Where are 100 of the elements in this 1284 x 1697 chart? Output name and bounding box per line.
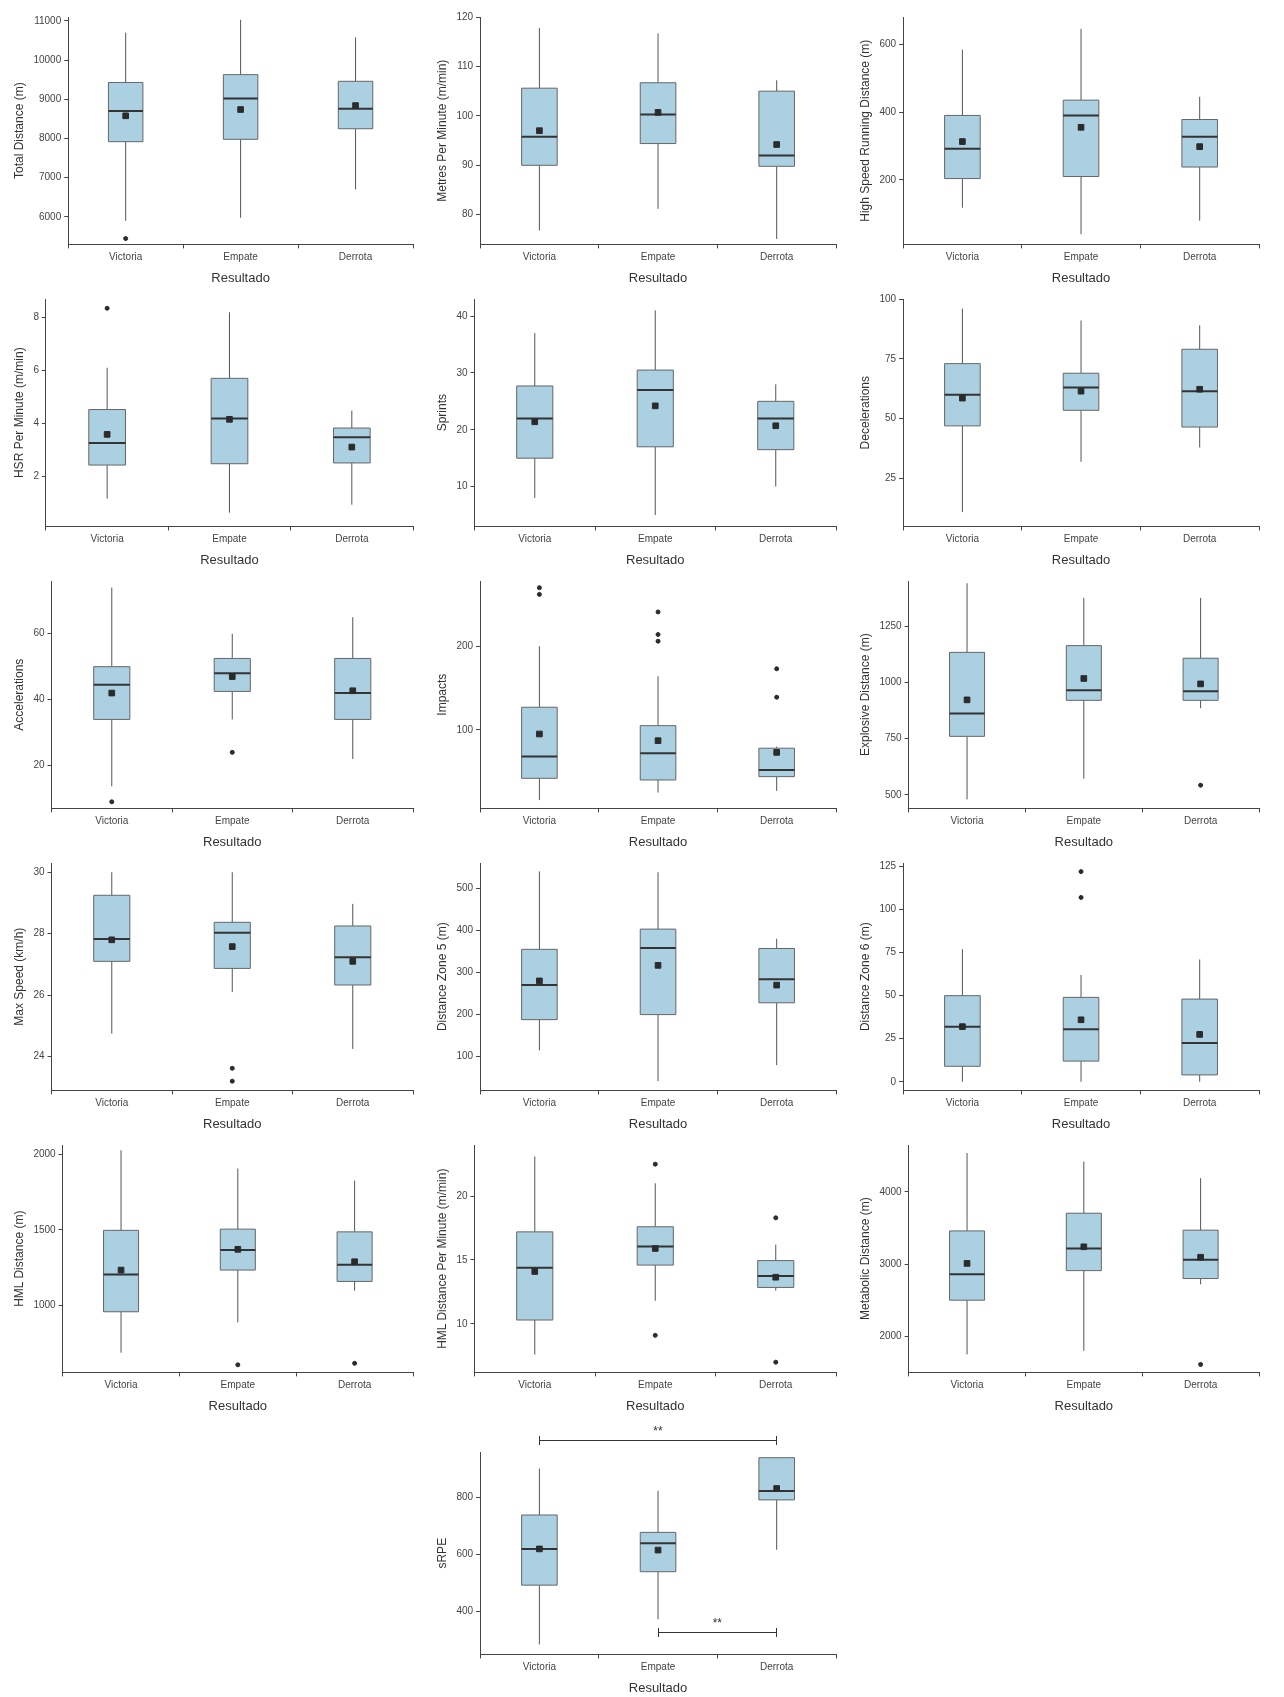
x-tick-label: Victoria <box>518 533 552 545</box>
y-tick-label: 30 <box>33 865 45 877</box>
y-tick-label: 8000 <box>38 132 62 144</box>
y-tick-label: 8 <box>33 311 40 323</box>
x-tick-label: Derrota <box>759 533 793 545</box>
x-tick-label: Empate <box>1066 1379 1102 1391</box>
x-tick-label: Derrota <box>760 1097 794 1109</box>
x-tick-label: Empate <box>223 251 259 263</box>
x-tick-label: Empate <box>640 815 676 827</box>
y-tick-label: 3000 <box>879 1257 903 1269</box>
y-tick-label: 11000 <box>34 14 62 26</box>
y-tick-label: 0 <box>890 1075 897 1087</box>
y-tick-label: 20 <box>456 423 468 435</box>
y-tick-label: 80 <box>461 208 474 220</box>
x-axis-title: Resultado <box>208 1397 268 1413</box>
x-tick-label: Victoria <box>109 251 143 263</box>
x-tick-label: Derrota <box>1183 1379 1218 1391</box>
y-axis-title: Max Speed (km/h) <box>11 927 26 1026</box>
y-axis-title: Distance Zone 6 (m) <box>857 922 872 1032</box>
x-axis-title: Resultado <box>625 551 685 567</box>
x-tick-label: Empate <box>640 1097 676 1109</box>
y-tick-label: 20 <box>456 1189 468 1201</box>
y-axis-title: HSR Per Minute (m/min) <box>11 347 26 479</box>
y-axis-title: Distance Zone 5 (m) <box>434 922 449 1032</box>
x-tick-label: Derrota <box>1183 251 1217 263</box>
y-axis-title: Explosive Distance (m) <box>857 633 872 757</box>
y-tick-label: 2000 <box>879 1330 903 1342</box>
y-tick-label: 10 <box>456 480 468 492</box>
x-tick-label: Empate <box>1063 1097 1099 1109</box>
y-tick-label: 800 <box>456 1491 474 1503</box>
y-tick-label: 4000 <box>879 1185 903 1197</box>
x-tick-label: Empate <box>640 1661 676 1673</box>
x-axis-title: Resultado <box>211 269 270 285</box>
y-axis-title: Metabolic Distance (m) <box>857 1197 872 1321</box>
significance-bracket: ** <box>539 1424 777 1448</box>
y-tick-label: 100 <box>879 903 897 915</box>
y-tick-label: 50 <box>884 989 897 1001</box>
x-tick-label: Victoria <box>104 1379 139 1391</box>
x-tick-label: Derrota <box>338 251 373 263</box>
x-axis-title: Resultado <box>200 551 259 567</box>
annotation: ** <box>711 1616 723 1631</box>
y-tick-label: 100 <box>456 109 474 121</box>
y-axis-title: sRPE <box>434 1537 449 1569</box>
y-tick-label: 75 <box>884 352 897 364</box>
x-tick-label: Victoria <box>522 1661 557 1673</box>
y-tick-label: 1250 <box>879 619 903 631</box>
y-tick-label: 100 <box>456 1050 474 1062</box>
x-tick-label: Derrota <box>336 815 370 827</box>
x-tick-label: Empate <box>212 533 248 545</box>
y-axis-title: Accelerations <box>11 658 26 731</box>
y-tick-label: 28 <box>33 927 45 939</box>
x-tick-label: Empate <box>640 251 676 263</box>
y-tick-label: 110 <box>457 60 474 72</box>
y-tick-label: 600 <box>879 37 897 49</box>
y-tick-label: 200 <box>456 1008 474 1020</box>
y-tick-label: 75 <box>884 946 897 958</box>
y-tick-label: 200 <box>879 173 897 185</box>
y-tick-label: 4 <box>33 417 40 429</box>
x-axis-title: Resultado <box>625 1397 685 1413</box>
x-tick-label: Victoria <box>522 815 557 827</box>
x-tick-label: Derrota <box>1183 815 1218 827</box>
y-tick-label: 15 <box>456 1253 468 1265</box>
x-axis-title: Resultado <box>628 1679 688 1695</box>
y-tick-label: 400 <box>879 105 897 117</box>
x-axis-title: Resultado <box>1051 269 1111 285</box>
x-tick-label: Victoria <box>522 1097 557 1109</box>
x-tick-label: Derrota <box>336 1097 370 1109</box>
y-tick-label: 750 <box>884 732 903 744</box>
y-tick-label: 40 <box>33 693 45 705</box>
x-axis-title: Resultado <box>1054 1397 1114 1413</box>
y-tick-label: 40 <box>456 309 468 321</box>
x-axis-title: Resultado <box>1051 551 1111 567</box>
y-tick-label: 10 <box>456 1317 468 1329</box>
x-tick-label: Empate <box>215 1097 250 1109</box>
x-tick-label: Empate <box>1063 533 1099 545</box>
y-tick-label: 1000 <box>33 1299 57 1311</box>
y-tick-label: 120 <box>456 10 474 22</box>
x-tick-label: Derrota <box>1183 533 1217 545</box>
x-tick-label: Victoria <box>945 533 980 545</box>
y-tick-label: 6 <box>33 364 40 376</box>
y-tick-label: 200 <box>456 639 474 651</box>
y-tick-label: 2000 <box>33 1147 57 1159</box>
x-axis-title: Resultado <box>628 269 688 285</box>
y-axis-title: Total Distance (m) <box>11 82 26 180</box>
y-tick-label: 10000 <box>33 53 62 65</box>
y-tick-label: 100 <box>879 292 897 304</box>
y-axis-title: HML Distance Per Minute (m/min) <box>434 1168 449 1349</box>
y-tick-label: 500 <box>884 788 903 800</box>
y-tick-label: 25 <box>884 472 897 484</box>
y-axis-title: High Speed Running Distance (m) <box>857 39 872 222</box>
y-tick-label: 1000 <box>879 676 903 688</box>
x-tick-label: Derrota <box>335 533 369 545</box>
x-tick-label: Empate <box>220 1379 256 1391</box>
y-axis-title: Sprints <box>434 394 449 432</box>
x-axis-title: Resultado <box>202 1115 262 1131</box>
y-tick-label: 2 <box>33 469 40 481</box>
x-tick-label: Empate <box>215 815 250 827</box>
x-axis-title: Resultado <box>1051 1115 1111 1131</box>
x-tick-label: Derrota <box>337 1379 372 1391</box>
y-tick-label: 60 <box>33 627 45 639</box>
